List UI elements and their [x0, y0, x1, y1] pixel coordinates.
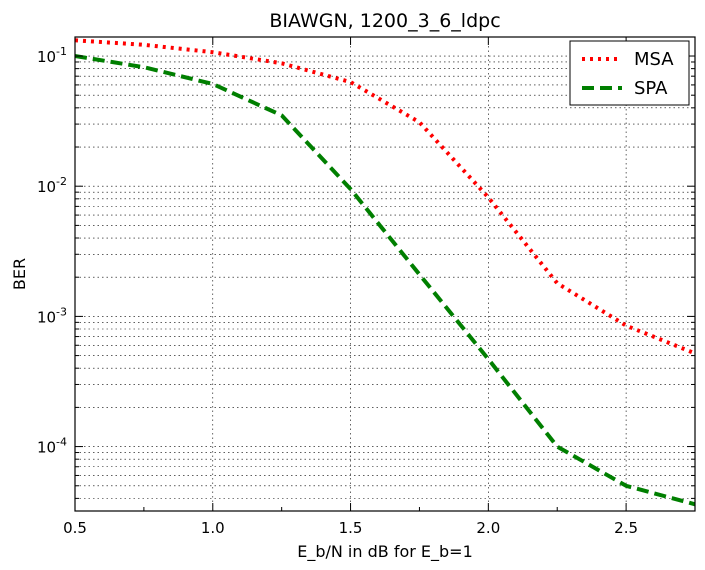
y-tick-label: 10-4	[37, 436, 67, 457]
series-layer	[74, 38, 696, 507]
x-tick-labels: 0.5 1.0 1.5 2.0 2.5	[63, 519, 638, 537]
legend-box	[569, 40, 690, 106]
x-tick-label: 2.5	[614, 519, 638, 537]
y-tick-labels: 10-1 10-2 10-3 10-4	[37, 45, 67, 457]
x-tick-label: 2.0	[476, 519, 500, 537]
legend-label-msa: MSA	[634, 49, 674, 70]
x-tick-label: 0.5	[63, 519, 87, 537]
y-axis-label: BER	[10, 258, 29, 290]
x-tick-label: 1.5	[339, 519, 363, 537]
series-line-spa	[74, 54, 696, 507]
legend: MSA SPA	[569, 40, 690, 106]
chart-title: BIAWGN, 1200_3_6_ldpc	[269, 10, 500, 32]
x-axis-label: E_b/N in dB for E_b=1	[297, 542, 473, 562]
legend-label-spa: SPA	[634, 78, 668, 99]
plot-frame	[74, 36, 696, 512]
y-tick-label: 10-2	[37, 175, 67, 196]
y-tick-label: 10-3	[37, 305, 67, 326]
grid	[74, 37, 695, 511]
y-tick-label: 10-1	[37, 45, 67, 66]
x-tick-label: 1.0	[201, 519, 225, 537]
